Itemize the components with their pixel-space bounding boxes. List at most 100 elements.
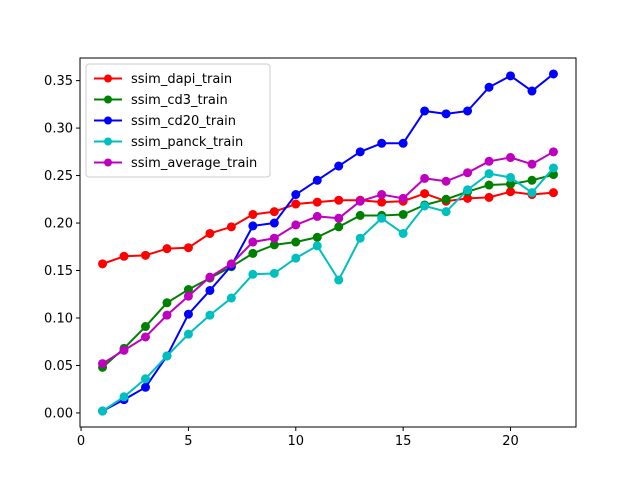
data-point [484,156,494,166]
data-point [420,106,430,116]
data-point [377,138,387,148]
data-point [527,188,537,198]
data-point [269,207,279,217]
legend-box [85,63,271,178]
data-point [312,197,322,207]
x-tick-label: 0 [77,434,85,449]
data-point [248,248,258,258]
data-point [162,244,172,254]
data-point [527,159,537,169]
x-tick-label: 15 [395,434,412,449]
data-point [463,168,473,178]
y-axis: 0.00 0.05 0.10 0.15 0.20 0.25 0.30 0.35 [44,74,80,421]
y-tick-label: 0.25 [44,169,73,184]
series-line [102,73,555,412]
data-point [140,322,150,332]
x-tick-label: 10 [288,434,305,449]
data-point [226,222,236,232]
legend-entry: ssim_average_train [94,156,257,171]
data-point [312,241,322,251]
data-point [291,253,301,263]
data-point [527,175,537,185]
data-point [205,310,215,320]
data-point [420,189,430,199]
legend-label: ssim_cd3_train [131,93,228,108]
series-ssim_panck_train [98,163,558,416]
data-point [183,243,193,253]
legend: ssim_dapi_train ssim_cd3_train ssim_cd20_t… [85,63,271,178]
data-point [291,220,301,230]
x-axis: 0 5 10 15 20 [77,427,519,449]
data-point [140,382,150,392]
data-point [355,196,365,206]
data-point [312,232,322,242]
legend-marker [104,116,112,125]
data-point [420,173,430,183]
legend-entry: ssim_dapi_train [94,72,232,87]
data-point [441,194,451,204]
data-point [183,329,193,339]
legend-label: ssim_dapi_train [131,72,232,87]
data-point [248,209,258,219]
data-point [548,188,558,198]
data-point [548,163,558,173]
y-tick-label: 0.10 [44,311,73,326]
data-point [484,169,494,179]
data-point [162,351,172,361]
data-point [291,199,301,209]
legend-label: ssim_panck_train [131,135,243,150]
data-point [484,82,494,92]
data-point [291,237,301,247]
data-point [420,201,430,211]
series-line [102,150,554,365]
data-point [140,332,150,342]
data-point [98,259,108,269]
data-point [248,221,258,231]
data-point [463,185,473,195]
data-point [312,175,322,185]
data-point [119,251,129,261]
data-point [269,218,279,228]
x-tick-label: 5 [184,434,192,449]
legend-label: ssim_average_train [131,156,257,171]
legend-marker [104,137,112,146]
legend-entry: ssim_cd20_train [94,114,236,129]
data-point [355,147,365,157]
y-tick-label: 0.30 [44,122,73,137]
series-line [102,190,554,265]
data-point [334,275,344,285]
data-point [441,109,451,119]
data-point [140,374,150,384]
data-point [377,213,387,223]
legend-entry: ssim_cd3_train [94,93,228,108]
series-ssim_average_train [98,147,558,369]
data-point [441,176,451,186]
data-point [98,406,108,416]
legend-label: ssim_cd20_train [131,114,236,129]
legend-entry: ssim_panck_train [94,135,243,150]
series-layer [98,69,558,416]
data-point [119,392,129,402]
x-tick-label: 20 [502,434,519,449]
data-point [248,269,258,279]
data-point [355,233,365,243]
data-point [98,359,108,369]
data-point [463,106,473,116]
data-point [334,222,344,232]
data-point [506,187,516,197]
data-point [484,180,494,190]
y-tick-label: 0.00 [44,406,73,421]
data-point [548,147,558,157]
data-point [548,69,558,79]
data-point [205,272,215,282]
data-point [312,211,322,221]
data-point [506,71,516,81]
data-point [291,190,301,200]
data-point [334,195,344,205]
data-point [226,259,236,269]
data-point [484,192,494,202]
data-point [334,161,344,171]
data-point [183,309,193,319]
legend-marker [104,74,112,83]
data-point [398,209,408,219]
